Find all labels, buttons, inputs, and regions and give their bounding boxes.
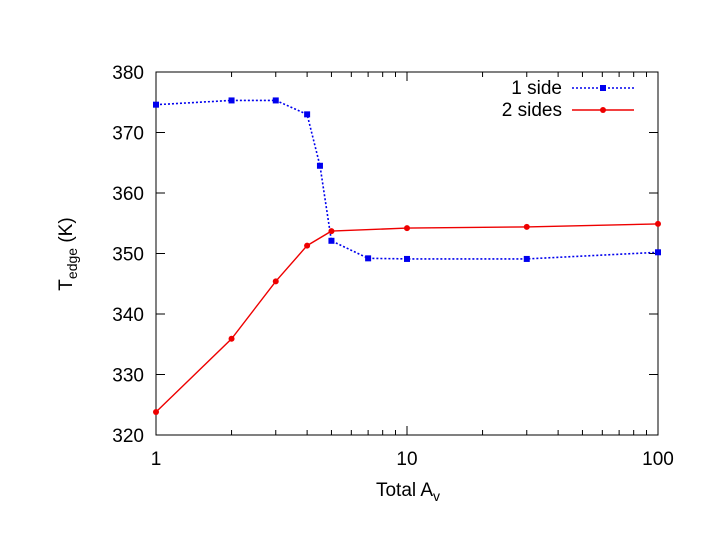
series-point-2 [228, 335, 235, 342]
y-tick-label: 330 [112, 366, 144, 387]
series-point-1 [304, 111, 311, 118]
axis-tick-labels: 320 330 340 350 360 370 380 1 10 100 [112, 63, 674, 470]
y-tick-label: 360 [112, 184, 144, 205]
series-point-2 [523, 223, 530, 230]
legend-marker [600, 107, 606, 113]
series-point-2 [272, 278, 279, 285]
x-axis-title-sub: v [433, 488, 440, 504]
series-line-1 [155, 99, 659, 260]
series-point-2 [304, 242, 311, 249]
y-axis-title-main: T [56, 279, 77, 291]
series-point-2 [655, 220, 661, 227]
series-point-1 [328, 237, 335, 244]
y-axis-title: Tedge (K) [56, 217, 80, 290]
series-point-1 [523, 255, 530, 262]
y-tick-label: 350 [112, 245, 144, 266]
series-point-2 [328, 228, 335, 235]
y-tick-label: 380 [112, 63, 144, 84]
series-point-1 [365, 255, 372, 262]
series-line-2 [155, 223, 659, 413]
series-point-1 [228, 97, 235, 104]
plot-frame [155, 71, 659, 436]
legend-marker [600, 85, 606, 91]
y-tick-label: 370 [112, 124, 144, 145]
x-axis-title: Total Av [376, 480, 440, 504]
y-axis-title-suffix: (K) [56, 217, 77, 248]
series-point-2 [153, 409, 159, 416]
series-point-1 [655, 249, 661, 256]
x-tick-label: 100 [642, 449, 674, 470]
series-point-2 [404, 225, 410, 232]
x-tick-label: 10 [396, 449, 417, 470]
series-point-1 [272, 97, 279, 104]
y-tick-label: 320 [112, 426, 144, 447]
y-axis-title-sub: edge [64, 248, 80, 279]
y-tick-label: 340 [112, 305, 144, 326]
axis-ticks [155, 71, 659, 436]
x-axis-title-main: Total A [376, 480, 433, 501]
series-layer [153, 97, 661, 416]
legend-label: 2 sides [502, 100, 562, 121]
series-point-1 [153, 101, 159, 108]
series-point-1 [316, 162, 323, 169]
series-point-1 [404, 255, 410, 262]
legend-label: 1 side [511, 78, 562, 99]
x-tick-label: 1 [151, 449, 162, 470]
